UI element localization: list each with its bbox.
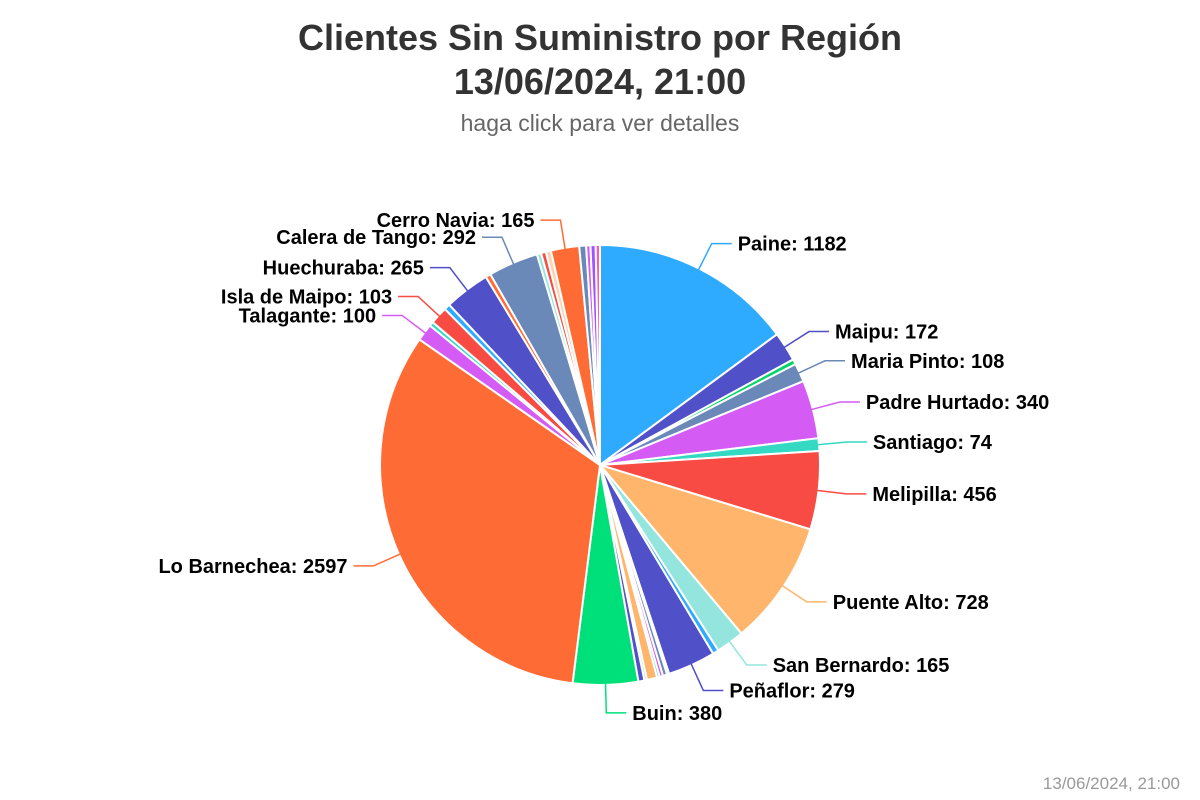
- label-connector: [353, 552, 403, 567]
- label-connector: [696, 242, 732, 273]
- data-label: Melipilla: 456: [872, 484, 997, 506]
- data-label: Paine: 1182: [738, 234, 847, 256]
- label-connector: [689, 661, 724, 692]
- data-label: Peñaflor: 279: [729, 680, 855, 702]
- data-label: Padre Hurtado: 340: [866, 392, 1049, 414]
- data-label: Maipu: 172: [835, 322, 938, 344]
- data-label: Puente Alto: 728: [833, 592, 989, 614]
- data-label: Buin: 380: [632, 703, 722, 725]
- data-label: Talagante: 100: [239, 305, 376, 327]
- label-connector: [808, 401, 860, 411]
- footer-timestamp: 13/06/2024, 21:00: [1042, 774, 1180, 793]
- label-connector: [540, 219, 567, 252]
- chart-title: Clientes Sin Suministro por Región 13/06…: [0, 16, 1200, 104]
- data-label: Cerro Navia: 165: [377, 210, 535, 232]
- label-connector: [398, 295, 443, 319]
- label-connector: [779, 583, 827, 603]
- label-connector: [604, 680, 627, 714]
- label-connector: [481, 236, 516, 267]
- pie-slice[interactable]: [594, 244, 601, 466]
- data-label: Maria Pinto: 108: [851, 351, 1004, 373]
- chart-subtitle: haga click para ver detalles: [460, 110, 740, 136]
- data-label: Lo Barnechea: 2597: [158, 556, 347, 578]
- label-connector: [781, 330, 830, 350]
- chart-title-line1: Clientes Sin Suministro por Región: [297, 17, 903, 58]
- label-connector: [727, 638, 767, 666]
- label-connector: [814, 489, 867, 495]
- label-connector: [429, 266, 470, 294]
- label-connector: [814, 441, 867, 446]
- label-connector: [382, 314, 429, 336]
- label-connector: [795, 360, 846, 375]
- data-label: Calera de Tango: 292: [276, 227, 476, 249]
- data-label: Huechuraba: 265: [263, 258, 424, 280]
- data-label: San Bernardo: 165: [773, 655, 950, 677]
- data-label: Santiago: 74: [873, 432, 993, 454]
- chart-title-line2: 13/06/2024, 21:00: [453, 61, 747, 102]
- data-label: Isla de Maipo: 103: [221, 286, 392, 308]
